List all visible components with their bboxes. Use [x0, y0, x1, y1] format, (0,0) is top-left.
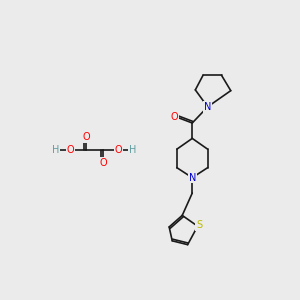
- Text: N: N: [189, 173, 196, 183]
- Text: S: S: [196, 220, 202, 230]
- Text: O: O: [171, 112, 178, 122]
- Text: H: H: [52, 145, 59, 155]
- Text: H: H: [128, 145, 136, 155]
- Text: O: O: [99, 158, 107, 168]
- Text: N: N: [204, 102, 211, 112]
- Text: O: O: [82, 132, 90, 142]
- Text: O: O: [67, 145, 74, 155]
- Text: O: O: [115, 145, 122, 155]
